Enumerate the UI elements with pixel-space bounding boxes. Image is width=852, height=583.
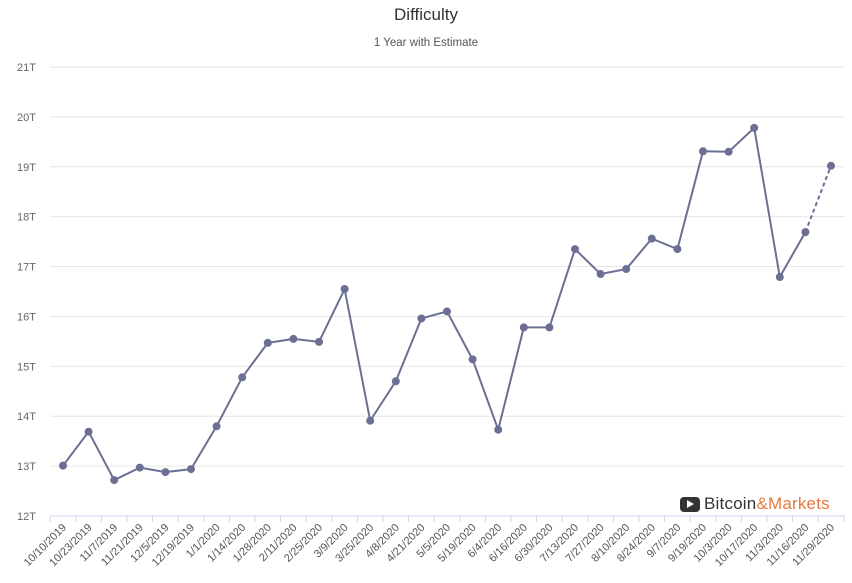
y-tick-label: 13T [17, 461, 36, 473]
data-point [750, 123, 759, 132]
brand-name: Bitcoin&Markets [704, 494, 830, 514]
data-point [827, 161, 835, 170]
data-point [110, 476, 119, 485]
y-tick-label: 20T [17, 112, 36, 124]
y-tick-label: 14T [17, 411, 36, 423]
series-line [62, 126, 807, 482]
data-point [135, 463, 144, 472]
data-point [571, 245, 579, 254]
data-point [443, 307, 451, 316]
data-point [238, 373, 247, 382]
y-tick-label: 21T [17, 62, 36, 74]
data-point [775, 273, 784, 282]
y-tick-label: 17T [17, 262, 36, 274]
data-point [84, 427, 93, 436]
data-point [699, 147, 707, 156]
y-tick-label: 16T [17, 311, 36, 323]
brand-logo: Bitcoin&Markets [680, 494, 830, 514]
data-point [596, 270, 605, 279]
data-point [673, 245, 682, 254]
data-point [647, 234, 656, 243]
estimate-line [804, 165, 832, 233]
y-tick-label: 12T [17, 511, 36, 523]
data-point [315, 337, 323, 346]
y-tick-label: 18T [17, 212, 36, 224]
data-point [263, 338, 272, 347]
data-point [289, 334, 298, 343]
chart-subtitle: 1 Year with Estimate [373, 37, 479, 49]
data-point [187, 465, 195, 474]
data-point [391, 377, 400, 386]
data-point [340, 285, 349, 294]
chart-title: Difficulty [394, 5, 458, 24]
data-point [545, 323, 554, 332]
data-point [801, 228, 810, 237]
brand-name-part1: Bitcoin [704, 494, 757, 513]
data-point [622, 265, 631, 274]
data-point [724, 147, 733, 156]
data-point [519, 323, 528, 332]
brand-name-part2: &Markets [756, 494, 830, 513]
y-tick-label: 15T [17, 361, 36, 373]
data-point [161, 468, 170, 477]
data-point [468, 355, 477, 364]
data-point [366, 416, 375, 425]
play-icon [680, 496, 700, 512]
data-point [212, 422, 221, 431]
data-point [59, 461, 67, 470]
data-point [494, 425, 503, 434]
y-tick-label: 19T [17, 162, 36, 174]
data-point [417, 314, 426, 323]
